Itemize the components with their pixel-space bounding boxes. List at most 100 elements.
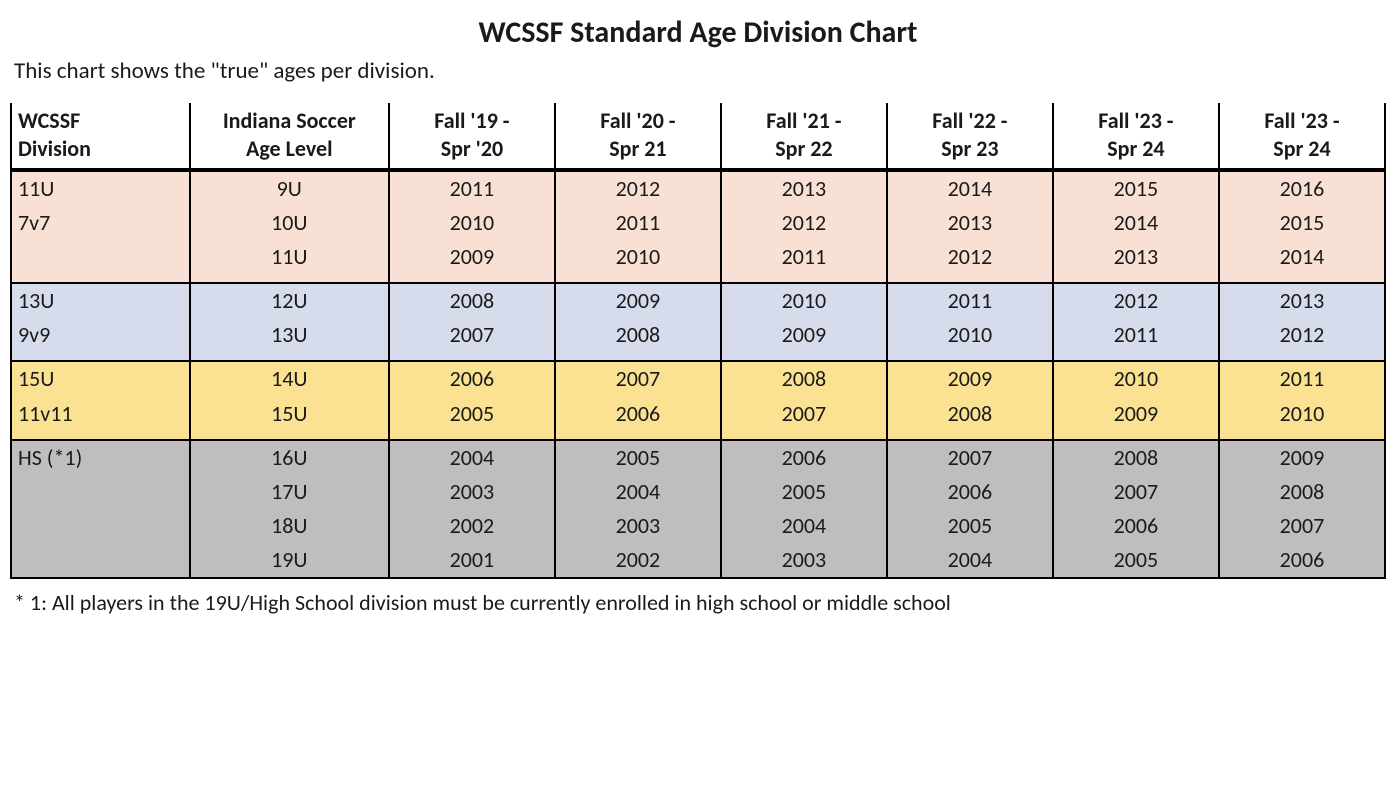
year-cell: 2002 [389, 509, 555, 543]
footnote: * 1: All players in the 19U/High School … [14, 589, 1386, 616]
year-cell: 2016 [1219, 170, 1385, 206]
division-cell: 13U9v9 [11, 283, 190, 361]
division-cell: 15U11v11 [11, 361, 190, 439]
year-cell: 2013 [1219, 283, 1385, 318]
year-cell: 2012 [1219, 318, 1385, 361]
year-cell: 2003 [721, 543, 887, 578]
year-cell: 2012 [887, 240, 1053, 283]
year-cell: 2014 [1219, 240, 1385, 283]
table-body: 11U7v79U20112012201320142015201610U20102… [11, 170, 1385, 578]
year-cell: 2005 [1053, 543, 1219, 578]
year-cell: 2010 [1219, 397, 1385, 440]
year-cell: 2006 [389, 361, 555, 396]
year-cell: 2006 [1219, 543, 1385, 578]
age-level-cell: 13U [190, 318, 389, 361]
column-header: WCSSFDivision [11, 103, 190, 170]
year-cell: 2010 [389, 206, 555, 240]
year-cell: 2013 [1053, 240, 1219, 283]
year-cell: 2013 [887, 206, 1053, 240]
year-cell: 2005 [389, 397, 555, 440]
year-cell: 2011 [555, 206, 721, 240]
table-row: 19U200120022003200420052006 [11, 543, 1385, 578]
column-header: Fall '23 -Spr 24 [1219, 103, 1385, 170]
year-cell: 2010 [1053, 361, 1219, 396]
year-cell: 2011 [1219, 361, 1385, 396]
age-level-cell: 17U [190, 475, 389, 509]
year-cell: 2011 [887, 283, 1053, 318]
division-cell: HS (*1) [11, 440, 190, 578]
age-level-cell: 11U [190, 240, 389, 283]
year-cell: 2015 [1219, 206, 1385, 240]
table-row: 15U11v1114U200620072008200920102011 [11, 361, 1385, 396]
chart-title: WCSSF Standard Age Division Chart [10, 14, 1386, 51]
age-level-cell: 19U [190, 543, 389, 578]
year-cell: 2012 [555, 170, 721, 206]
year-cell: 2010 [887, 318, 1053, 361]
year-cell: 2004 [555, 475, 721, 509]
column-header: Fall '21 -Spr 22 [721, 103, 887, 170]
table-row: 13U9v912U200820092010201120122013 [11, 283, 1385, 318]
year-cell: 2009 [1219, 440, 1385, 475]
age-division-table: WCSSFDivisionIndiana SoccerAge LevelFall… [10, 103, 1386, 579]
column-header: Fall '23 -Spr 24 [1053, 103, 1219, 170]
year-cell: 2004 [721, 509, 887, 543]
year-cell: 2014 [1053, 206, 1219, 240]
year-cell: 2005 [887, 509, 1053, 543]
year-cell: 2005 [555, 440, 721, 475]
year-cell: 2007 [887, 440, 1053, 475]
year-cell: 2008 [389, 283, 555, 318]
age-level-cell: 14U [190, 361, 389, 396]
year-cell: 2007 [389, 318, 555, 361]
year-cell: 2002 [555, 543, 721, 578]
column-header: Indiana SoccerAge Level [190, 103, 389, 170]
year-cell: 2011 [721, 240, 887, 283]
division-cell: 11U7v7 [11, 170, 190, 283]
year-cell: 2007 [555, 361, 721, 396]
year-cell: 2006 [721, 440, 887, 475]
column-header: Fall '20 -Spr 21 [555, 103, 721, 170]
column-header: Fall '19 -Spr '20 [389, 103, 555, 170]
table-row: 15U200520062007200820092010 [11, 397, 1385, 440]
year-cell: 2008 [555, 318, 721, 361]
table-row: 17U200320042005200620072008 [11, 475, 1385, 509]
year-cell: 2001 [389, 543, 555, 578]
year-cell: 2003 [555, 509, 721, 543]
age-level-cell: 10U [190, 206, 389, 240]
year-cell: 2009 [389, 240, 555, 283]
age-level-cell: 9U [190, 170, 389, 206]
year-cell: 2010 [555, 240, 721, 283]
year-cell: 2009 [1053, 397, 1219, 440]
table-row: HS (*1)16U200420052006200720082009 [11, 440, 1385, 475]
age-level-cell: 12U [190, 283, 389, 318]
table-row: 13U200720082009201020112012 [11, 318, 1385, 361]
year-cell: 2010 [721, 283, 887, 318]
year-cell: 2012 [721, 206, 887, 240]
year-cell: 2007 [721, 397, 887, 440]
year-cell: 2006 [887, 475, 1053, 509]
table-header-row: WCSSFDivisionIndiana SoccerAge LevelFall… [11, 103, 1385, 170]
age-level-cell: 18U [190, 509, 389, 543]
year-cell: 2009 [887, 361, 1053, 396]
column-header: Fall '22 -Spr 23 [887, 103, 1053, 170]
year-cell: 2007 [1219, 509, 1385, 543]
table-row: 11U7v79U201120122013201420152016 [11, 170, 1385, 206]
year-cell: 2013 [721, 170, 887, 206]
year-cell: 2006 [1053, 509, 1219, 543]
year-cell: 2015 [1053, 170, 1219, 206]
year-cell: 2004 [389, 440, 555, 475]
year-cell: 2012 [1053, 283, 1219, 318]
year-cell: 2008 [1219, 475, 1385, 509]
year-cell: 2008 [721, 361, 887, 396]
year-cell: 2005 [721, 475, 887, 509]
chart-subtitle: This chart shows the "true" ages per div… [14, 57, 1386, 85]
year-cell: 2014 [887, 170, 1053, 206]
table-row: 11U200920102011201220132014 [11, 240, 1385, 283]
year-cell: 2008 [1053, 440, 1219, 475]
year-cell: 2009 [555, 283, 721, 318]
table-row: 10U201020112012201320142015 [11, 206, 1385, 240]
age-level-cell: 15U [190, 397, 389, 440]
year-cell: 2009 [721, 318, 887, 361]
year-cell: 2004 [887, 543, 1053, 578]
year-cell: 2011 [389, 170, 555, 206]
year-cell: 2006 [555, 397, 721, 440]
